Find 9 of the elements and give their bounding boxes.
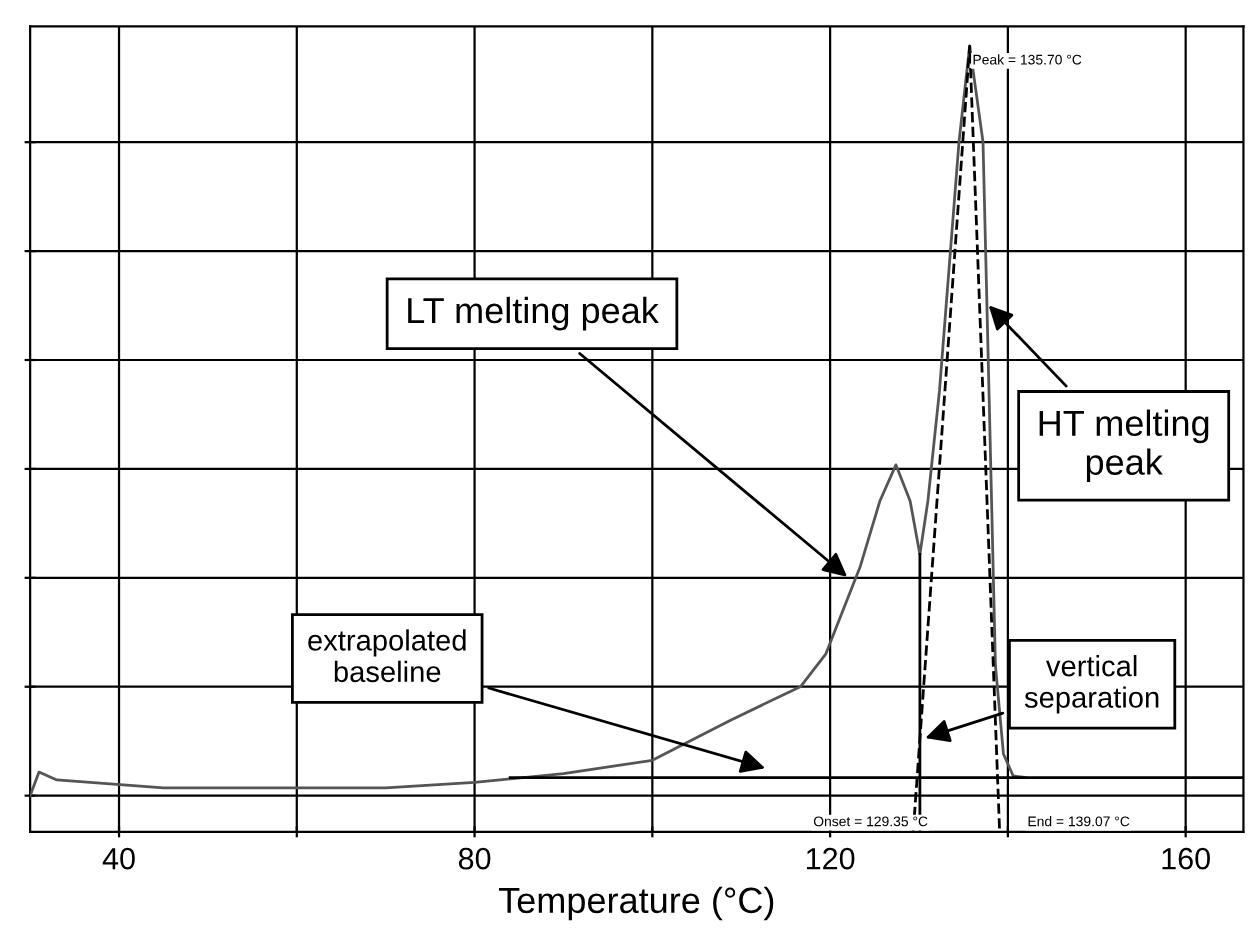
annotation: LT melting peak — [408, 296, 659, 331]
x-tick-label: 80 — [458, 847, 491, 870]
annotation: vertical separation — [1024, 654, 1159, 714]
x-tick-label: 40 — [102, 847, 135, 870]
annotation: extrapolated baseline — [308, 629, 466, 683]
x-axis-title: Temperature (°C) — [498, 886, 774, 921]
x-tick-label: 160 — [1162, 847, 1210, 870]
annotation: HT melting peak — [1039, 409, 1209, 483]
x-tick-label: 120 — [806, 847, 855, 870]
